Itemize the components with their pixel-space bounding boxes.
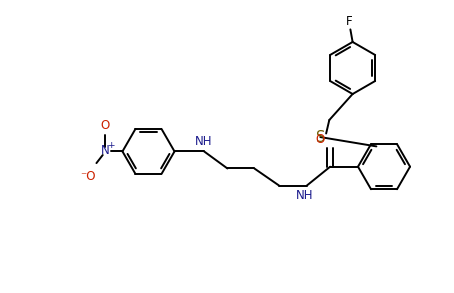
Text: S: S: [316, 130, 325, 144]
Text: F: F: [345, 15, 352, 28]
Text: ⁻O: ⁻O: [81, 170, 96, 183]
Text: +: +: [107, 141, 114, 150]
Text: O: O: [101, 119, 110, 132]
Text: NH: NH: [195, 135, 213, 148]
Text: O: O: [316, 133, 325, 146]
Text: NH: NH: [296, 189, 313, 202]
Text: N: N: [101, 144, 110, 157]
